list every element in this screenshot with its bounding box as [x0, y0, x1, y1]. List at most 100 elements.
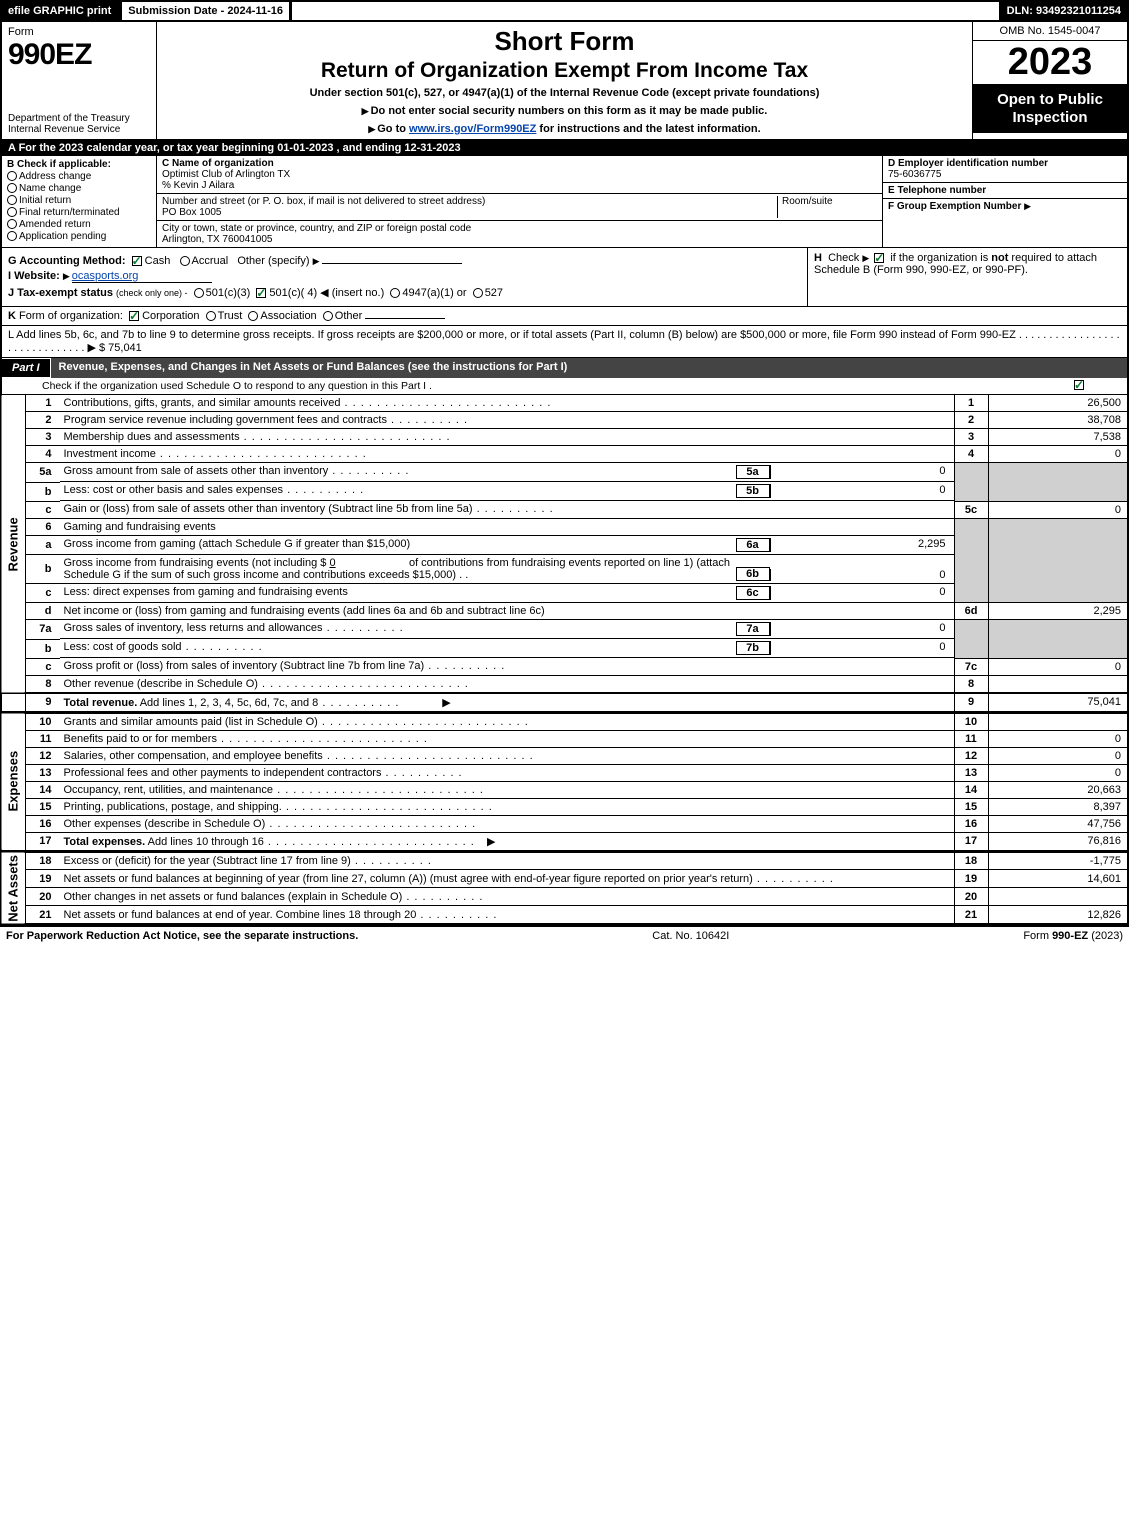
top-bar: efile GRAPHIC print Submission Date - 20…: [0, 0, 1129, 22]
line-h: H Check if the organization is not requi…: [807, 248, 1127, 306]
chk-other-org[interactable]: [323, 311, 333, 321]
chk-accrual[interactable]: [180, 256, 190, 266]
line-i: I Website: ocasports.org: [8, 270, 801, 283]
irs-link[interactable]: www.irs.gov/Form990EZ: [409, 123, 536, 135]
line-5a-boxval: 0: [770, 465, 950, 479]
line-11-val: 0: [988, 730, 1128, 747]
footer: For Paperwork Reduction Act Notice, see …: [0, 925, 1129, 945]
netassets-table: Net Assets 18Excess or (deficit) for the…: [0, 851, 1129, 926]
care-of: % Kevin J Ailara: [162, 180, 234, 191]
dln-label: DLN: 93492321011254: [1001, 2, 1127, 20]
info-grid: B Check if applicable: Address change Na…: [0, 156, 1129, 248]
chk-527[interactable]: [473, 288, 483, 298]
footer-center: Cat. No. 10642I: [652, 930, 729, 942]
line-j: J Tax-exempt status (check only one) - 5…: [8, 286, 801, 299]
line-21-val: 12,826: [988, 906, 1128, 924]
revenue-side-label: Revenue: [1, 395, 26, 693]
tax-year: 2023: [973, 41, 1127, 85]
header-center: Short Form Return of Organization Exempt…: [157, 22, 972, 139]
chk-cash[interactable]: [132, 256, 142, 266]
short-form-title: Short Form: [165, 26, 964, 57]
efile-print-button[interactable]: efile GRAPHIC print: [2, 2, 119, 20]
chk-501c3[interactable]: [194, 288, 204, 298]
street-label: Number and street (or P. O. box, if mail…: [162, 196, 485, 207]
revenue-table: Revenue 1 Contributions, gifts, grants, …: [0, 395, 1129, 712]
line-l: L Add lines 5b, 6c, and 7b to line 9 to …: [0, 326, 1129, 358]
line-8-val: [988, 675, 1128, 693]
part1-tab: Part I: [2, 358, 51, 378]
under-section: Under section 501(c), 527, or 4947(a)(1)…: [165, 87, 964, 99]
header-left: Form 990EZ Department of the Treasury In…: [2, 22, 157, 139]
chk-assoc[interactable]: [248, 311, 258, 321]
return-title: Return of Organization Exempt From Incom…: [165, 59, 964, 83]
line-5c-val: 0: [988, 501, 1128, 518]
city-value: Arlington, TX 760041005: [162, 234, 272, 245]
chk-name-change[interactable]: [7, 183, 17, 193]
goto-line: Go to www.irs.gov/Form990EZ for instruct…: [165, 123, 964, 135]
line-a: A For the 2023 calendar year, or tax yea…: [0, 140, 1129, 156]
line-6c-boxval: 0: [770, 586, 950, 600]
box-de: D Employer identification number 75-6036…: [882, 156, 1127, 247]
website-link[interactable]: ocasports.org: [72, 270, 212, 283]
line-17-val: 76,816: [988, 832, 1128, 850]
ein-value: 75-6036775: [888, 169, 941, 180]
open-public-badge: Open to Public Inspection: [973, 85, 1127, 133]
street-value: PO Box 1005: [162, 207, 221, 218]
ssn-warning: Do not enter social security numbers on …: [165, 105, 964, 117]
group-exemption-label: F Group Exemption Number: [888, 201, 1021, 212]
line-19-val: 14,601: [988, 870, 1128, 888]
phone-label: E Telephone number: [888, 185, 986, 196]
chk-initial-return[interactable]: [7, 195, 17, 205]
ein-label: D Employer identification number: [888, 158, 1048, 169]
org-name: Optimist Club of Arlington TX: [162, 169, 290, 180]
part1-title: Revenue, Expenses, and Changes in Net As…: [51, 358, 1127, 378]
box-b: B Check if applicable: Address change Na…: [2, 156, 157, 247]
line-16-val: 47,756: [988, 815, 1128, 832]
line-13-val: 0: [988, 764, 1128, 781]
line-6a-boxval: 2,295: [770, 538, 950, 552]
line-9-val: 75,041: [988, 693, 1128, 712]
part1-header: Part I Revenue, Expenses, and Changes in…: [0, 358, 1129, 378]
chk-corp[interactable]: [129, 311, 139, 321]
expenses-table: Expenses 10Grants and similar amounts pa…: [0, 712, 1129, 851]
chk-trust[interactable]: [206, 311, 216, 321]
top-spacer: [292, 2, 1001, 20]
part1-sub: Check if the organization used Schedule …: [0, 378, 1129, 395]
dept-treasury: Department of the Treasury: [8, 113, 150, 124]
chk-schedule-b[interactable]: [874, 253, 884, 263]
irs-label: Internal Revenue Service: [8, 124, 150, 135]
line-6d-val: 2,295: [988, 603, 1128, 620]
line-5b-boxval: 0: [770, 484, 950, 498]
form-word: Form: [8, 26, 150, 38]
chk-schedule-o[interactable]: [1074, 380, 1084, 390]
line-15-val: 8,397: [988, 798, 1128, 815]
chk-final-return[interactable]: [7, 207, 17, 217]
line-7a-boxval: 0: [770, 622, 950, 636]
line-6b-boxval: 0: [770, 569, 950, 581]
room-label: Room/suite: [782, 196, 833, 207]
chk-4947[interactable]: [390, 288, 400, 298]
line-4-val: 0: [988, 446, 1128, 463]
chk-501c[interactable]: [256, 288, 266, 298]
expenses-side-label: Expenses: [1, 713, 26, 851]
form-header: Form 990EZ Department of the Treasury In…: [0, 22, 1129, 140]
city-label: City or town, state or province, country…: [162, 223, 471, 234]
line-18-val: -1,775: [988, 852, 1128, 870]
chk-app-pending[interactable]: [7, 231, 17, 241]
line-g: G Accounting Method: Cash Accrual Other …: [8, 255, 801, 267]
line-14-val: 20,663: [988, 781, 1128, 798]
line-3-val: 7,538: [988, 429, 1128, 446]
line-7c-val: 0: [988, 658, 1128, 675]
submission-date: Submission Date - 2024-11-16: [119, 2, 292, 20]
line-k: K Form of organization: Corporation Trus…: [0, 307, 1129, 326]
line-20-val: [988, 888, 1128, 906]
chk-address-change[interactable]: [7, 171, 17, 181]
box-b-label: B Check if applicable:: [7, 159, 151, 170]
footer-right: Form 990-EZ (2023): [1023, 930, 1123, 942]
form-number: 990EZ: [8, 38, 150, 72]
line-7b-boxval: 0: [770, 641, 950, 655]
header-right: OMB No. 1545-0047 2023 Open to Public In…: [972, 22, 1127, 139]
chk-amended[interactable]: [7, 219, 17, 229]
box-c: C Name of organization Optimist Club of …: [157, 156, 882, 247]
ghij-block: G Accounting Method: Cash Accrual Other …: [0, 248, 1129, 307]
